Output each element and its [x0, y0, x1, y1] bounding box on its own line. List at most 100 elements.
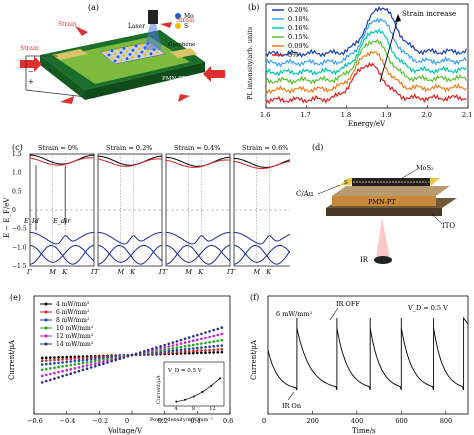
iv-data-point	[147, 348, 150, 352]
iv-xlabel: Voltage/V	[107, 427, 143, 435]
lattice-atom	[137, 47, 141, 51]
iv-data-point	[77, 357, 81, 360]
iv-data-point	[183, 350, 187, 353]
band-line	[165, 245, 231, 263]
iv-data-point	[167, 349, 171, 353]
kpoint-label: M	[116, 268, 124, 276]
cau-label: C/Au	[296, 190, 314, 198]
band-line	[165, 159, 231, 168]
ito-leader-line	[431, 213, 443, 225]
strain-arrow-top-right	[160, 22, 172, 28]
iv-data-point	[94, 364, 97, 368]
time-xtick-label: 0	[262, 417, 266, 425]
band-ytick-label: 0	[12, 207, 16, 214]
iv-ylabel: Current/μA	[8, 339, 16, 380]
band-line	[233, 245, 290, 265]
inset-ylabel: Current/μA	[156, 375, 162, 404]
panel-c-band-structures: (c) E − E_F/eV 1.5 1.0 0.5 0 −0.5 −1.0 −1.5 St…	[3, 143, 290, 276]
iv-data-point	[171, 349, 175, 352]
mo-legend-label: Mo	[184, 13, 194, 20]
iv-data-point	[81, 365, 85, 368]
iv-xtick-label: −0.6	[27, 417, 43, 425]
iv-data-point	[204, 331, 207, 334]
lattice-atom	[134, 44, 138, 48]
inset-line	[176, 378, 221, 403]
pl-series-line	[265, 61, 467, 105]
iv-data-point	[208, 335, 211, 339]
channel-dot	[413, 181, 415, 183]
iv-legend-label: 12 mW/mm²	[56, 333, 94, 340]
iv-data-point	[49, 358, 52, 362]
lattice-atom	[125, 50, 129, 53]
iv-data-point	[183, 348, 187, 351]
inset-point	[192, 395, 195, 398]
iv-legend-marker	[44, 302, 48, 306]
iv-data-point	[220, 348, 224, 351]
iv-data-point	[65, 368, 68, 372]
lattice-atom	[137, 54, 141, 58]
panel-f-label: (f)	[250, 293, 259, 302]
iv-legend-marker	[44, 318, 48, 322]
inset-xtick-label: 4	[174, 406, 177, 412]
iv-data-point	[85, 361, 89, 364]
iv-data-point	[171, 347, 175, 350]
iv-xtick-label: 0	[125, 417, 129, 425]
iv-data-point	[69, 363, 73, 367]
iv-data-point	[44, 379, 48, 383]
iv-data-point	[65, 364, 68, 367]
iv-data-point	[167, 345, 171, 348]
channel-dot	[359, 181, 361, 183]
iv-data-point	[44, 356, 48, 359]
power-label: 6 mW/mm²	[276, 310, 313, 318]
iv-data-point	[216, 351, 220, 354]
iv-data-point	[77, 369, 81, 373]
band-ytick-label: 0.5	[12, 188, 22, 195]
pl-series-line	[265, 50, 467, 95]
band-line	[234, 158, 290, 168]
ir-off-arrow	[329, 307, 339, 321]
mo-legend-marker	[175, 13, 181, 19]
band-subplot-title: Strain = 0%	[38, 144, 78, 152]
band-line	[165, 245, 231, 265]
iv-data-point	[163, 346, 166, 349]
pl-legend: 0.20%0.18%0.16%0.15%0.09%0%	[272, 6, 309, 59]
iv-data-point	[53, 356, 56, 359]
time-xtick-label: 800	[440, 417, 452, 425]
strain-increase-arrowhead	[395, 14, 401, 22]
kpoint-label: M	[252, 268, 260, 276]
band-line	[29, 157, 95, 166]
iv-data-point	[216, 339, 220, 343]
iv-data-point	[57, 376, 60, 379]
pl-legend-label: 0.15%	[288, 33, 309, 41]
iv-data-point	[40, 356, 44, 360]
iv-data-point	[200, 349, 203, 352]
iv-legend-marker	[44, 310, 48, 314]
iv-data-point	[179, 345, 183, 349]
iv-data-point	[85, 356, 89, 360]
substrate-side	[40, 55, 85, 100]
band-ytick-label: −1.0	[12, 244, 27, 251]
iv-data-point	[61, 374, 64, 378]
channel-dot	[392, 181, 394, 183]
pl-xtick-label: 1.8	[341, 111, 351, 119]
panel-f-photoresponse: (f) Current/μA 0 200 400 600 800 Time/s 6 mW…	[250, 293, 469, 435]
mos2-label: MoS₂	[416, 164, 434, 172]
band-line	[97, 158, 163, 167]
iv-data-point	[57, 356, 60, 359]
iv-data-point	[196, 346, 199, 350]
ito-label: ITO	[442, 222, 455, 230]
lattice-atom	[113, 59, 117, 63]
iv-data-point	[216, 333, 220, 337]
band-line	[233, 231, 290, 245]
iv-data-point	[49, 362, 52, 365]
iv-data-point	[163, 348, 166, 351]
iv-data-point	[187, 344, 191, 347]
iv-data-point	[73, 359, 77, 363]
circuit-minus: −	[28, 68, 34, 76]
iv-data-point	[175, 346, 179, 349]
iv-data-point	[53, 361, 56, 365]
iv-data-point	[192, 335, 195, 338]
iv-data-point	[196, 351, 199, 355]
panel-d-label: (d)	[312, 143, 323, 152]
